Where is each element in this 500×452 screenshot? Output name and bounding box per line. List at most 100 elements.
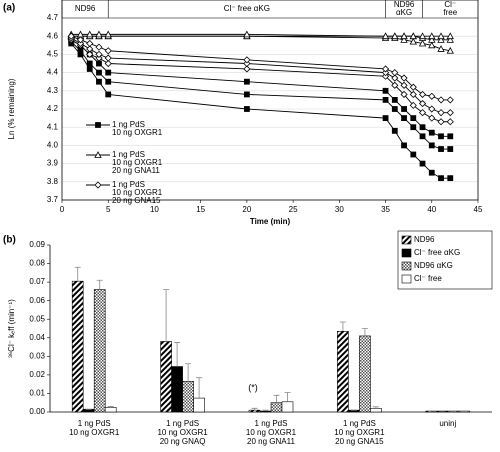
marker bbox=[410, 151, 417, 158]
marker bbox=[391, 69, 399, 77]
marker bbox=[96, 69, 102, 76]
x-tick-label: 1 ng PdS bbox=[166, 419, 199, 428]
legend-swatch bbox=[401, 235, 412, 245]
x-tick-label: 10 ng OXGR1 bbox=[246, 428, 297, 437]
y-tick-label: 3.8 bbox=[47, 177, 59, 186]
phase-label: free bbox=[443, 8, 457, 17]
marker bbox=[428, 169, 435, 176]
y-tick-label: 4.0 bbox=[47, 141, 59, 150]
marker bbox=[381, 72, 390, 80]
legend-marker bbox=[94, 151, 102, 158]
x-axis-title: Time (min) bbox=[250, 217, 291, 226]
marker bbox=[447, 133, 454, 140]
legend-label: 10 ng OXGR1 bbox=[112, 158, 163, 167]
marker bbox=[243, 65, 251, 73]
legend-label: 20 ng GNA11 bbox=[112, 166, 160, 175]
x-tick-label: 15 bbox=[196, 205, 205, 214]
marker bbox=[104, 47, 112, 55]
marker bbox=[391, 106, 398, 112]
legend-label: 1 ng PdS bbox=[112, 150, 145, 159]
x-tick-label: uninj bbox=[439, 419, 456, 428]
marker bbox=[438, 146, 444, 152]
marker bbox=[391, 81, 399, 89]
marker bbox=[401, 106, 407, 112]
marker bbox=[437, 32, 445, 40]
marker bbox=[391, 97, 398, 103]
marker bbox=[243, 91, 250, 98]
marker bbox=[243, 30, 251, 38]
legend-label: 10 ng OXGR1 bbox=[112, 188, 163, 197]
x-tick-label: 10 ng OXGR1 bbox=[69, 428, 120, 437]
marker bbox=[86, 66, 93, 72]
y-tick-label: 4.4 bbox=[47, 68, 59, 77]
bar bbox=[281, 401, 294, 413]
bar bbox=[71, 280, 84, 413]
bar bbox=[171, 366, 183, 413]
marker bbox=[409, 90, 417, 99]
marker bbox=[428, 105, 436, 113]
marker bbox=[243, 78, 250, 85]
legend-label: ND96 αKG bbox=[414, 261, 453, 270]
error-bar bbox=[361, 328, 368, 336]
bar bbox=[82, 408, 95, 413]
legend-swatch bbox=[401, 261, 412, 271]
legend-swatch bbox=[401, 248, 412, 258]
marker bbox=[428, 92, 436, 100]
marker bbox=[419, 133, 426, 140]
marker bbox=[381, 69, 390, 77]
error-bar bbox=[251, 407, 258, 411]
marker bbox=[381, 32, 390, 40]
bar bbox=[259, 410, 272, 413]
y-tick-label: 3.9 bbox=[47, 159, 59, 168]
marker bbox=[95, 43, 103, 51]
marker bbox=[428, 36, 436, 43]
x-tick-label: 1 ng PdS bbox=[255, 419, 288, 428]
x-tick-label: 20 bbox=[242, 205, 251, 214]
y-tick-label: 0.07 bbox=[29, 277, 45, 286]
marker bbox=[446, 46, 454, 54]
legend-label: 10 ng OXGR1 bbox=[112, 128, 163, 137]
bar bbox=[104, 407, 117, 413]
marker bbox=[104, 54, 112, 62]
panel-label: (b) bbox=[3, 235, 16, 246]
marker bbox=[400, 36, 408, 43]
x-tick-label: 35 bbox=[381, 205, 390, 214]
marker bbox=[104, 30, 112, 38]
y-tick-label: 4.7 bbox=[47, 13, 59, 22]
marker bbox=[77, 47, 84, 54]
marker bbox=[391, 32, 399, 40]
bar bbox=[370, 407, 382, 413]
x-tick-label: 20 ng GNAQ bbox=[160, 437, 206, 446]
bar bbox=[193, 397, 205, 413]
marker bbox=[428, 129, 435, 136]
marker bbox=[86, 39, 94, 48]
bar bbox=[93, 289, 106, 413]
marker bbox=[243, 56, 251, 64]
data-line bbox=[71, 35, 451, 101]
marker bbox=[447, 175, 454, 182]
marker bbox=[428, 41, 436, 49]
marker bbox=[410, 124, 417, 131]
error-bar bbox=[163, 289, 170, 342]
y-tick-label: 4.3 bbox=[47, 86, 59, 95]
error-bar bbox=[107, 406, 114, 408]
y-tick-label: 0.01 bbox=[29, 389, 45, 398]
marker bbox=[401, 142, 407, 149]
y-tick-label: 4.6 bbox=[47, 31, 59, 40]
marker bbox=[67, 32, 75, 40]
bar bbox=[337, 330, 349, 413]
marker bbox=[382, 115, 389, 121]
legend-swatch bbox=[401, 274, 412, 284]
x-tick-label: 20 ng GNA11 bbox=[247, 437, 295, 446]
x-tick-label: 5 bbox=[106, 205, 111, 214]
marker bbox=[86, 60, 93, 67]
legend-label: 20 ng GNA15 bbox=[112, 196, 161, 205]
x-tick-label: 0 bbox=[60, 205, 65, 214]
x-tick-label: 25 bbox=[289, 205, 298, 214]
x-tick-label: 10 bbox=[150, 205, 159, 214]
phase-label: ND96 bbox=[394, 0, 415, 9]
error-bar bbox=[185, 363, 192, 382]
phase-label: ND96 bbox=[75, 4, 96, 13]
bar bbox=[270, 402, 283, 413]
marker bbox=[104, 59, 112, 68]
